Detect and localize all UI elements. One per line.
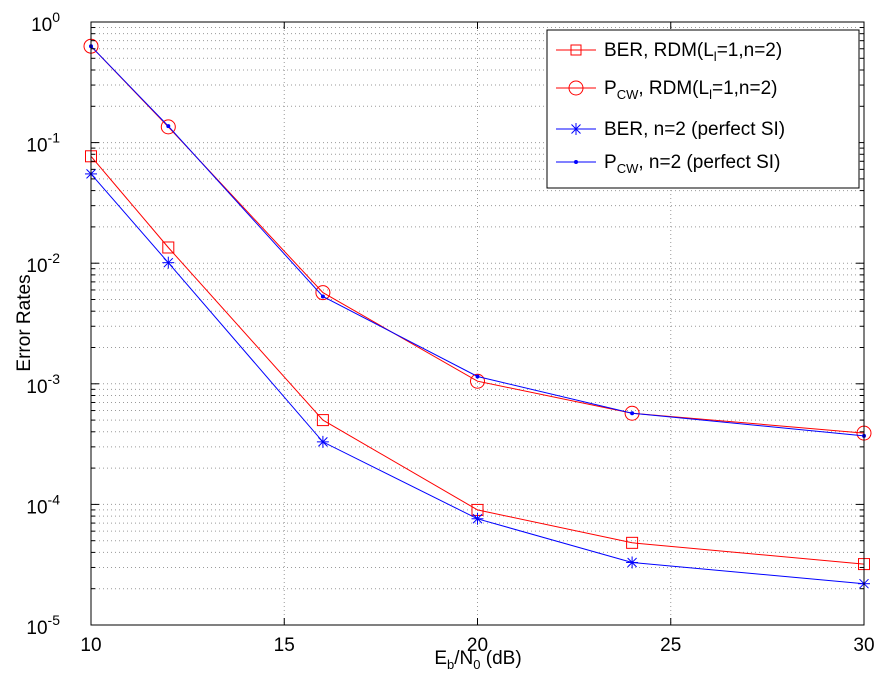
legend-box	[546, 29, 860, 189]
data-point-circle	[624, 405, 640, 421]
legend-entry-4: PCW, n=2 (perfect SI)	[556, 152, 780, 176]
legend-marker-1	[570, 44, 582, 56]
legend: BER, RDM(Ll=1,n=2) PCW, RDM(Ll=1,n=2) BE…	[546, 29, 860, 189]
x-axis-label: Eb/N0 (dB)	[434, 648, 521, 672]
legend-label-1: BER, RDM(Ll=1,n=2)	[604, 40, 782, 64]
y-tick-label: 10-2	[26, 250, 60, 277]
legend-entry-1: BER, RDM(Ll=1,n=2)	[556, 40, 782, 64]
legend-entry-2: PCW, RDM(Ll=1,n=2)	[556, 78, 777, 102]
x-tick-label: 30	[853, 635, 874, 656]
legend-label-4: PCW, n=2 (perfect SI)	[604, 152, 780, 176]
data-point-dot	[475, 374, 480, 379]
x-tick-label: 25	[660, 635, 681, 656]
y-tick-label: 10-5	[26, 612, 60, 639]
data-point-dot	[630, 411, 635, 416]
data-point-dot	[166, 124, 171, 129]
series-line	[90, 155, 865, 565]
y-tick-label: 10-4	[26, 491, 60, 518]
x-tick-label: 10	[80, 635, 101, 656]
legend-marker-2	[568, 80, 584, 96]
y-tick-label: 10-3	[26, 371, 60, 398]
legend-label-3: BER, n=2 (perfect SI)	[604, 119, 785, 140]
data-point-circle	[470, 373, 485, 389]
data-point-star	[162, 256, 175, 269]
y-tick-label: 10-1	[26, 130, 60, 157]
data-point-star	[316, 435, 329, 448]
data-point-square	[626, 536, 639, 549]
data-point-circle	[315, 285, 331, 301]
data-point-dot	[320, 294, 325, 299]
data-point-circle	[160, 119, 176, 135]
legend-marker-4	[574, 160, 578, 164]
legend-entry-3: BER, n=2 (perfect SI)	[556, 119, 785, 140]
data-point-star	[626, 556, 639, 569]
y-axis-label: Error Rates	[14, 274, 35, 371]
x-tick-label: 20	[467, 635, 488, 656]
data-point-square	[316, 414, 329, 427]
y-tick-label: 100	[31, 9, 60, 36]
data-point-star	[471, 512, 484, 525]
series-line	[90, 45, 865, 437]
legend-marker-3	[570, 123, 582, 135]
legend-label-2: PCW, RDM(Ll=1,n=2)	[604, 78, 777, 102]
axis-ticks: 10 15 20 25 30 100 10-1 10-2 10-3 10-4 10-5	[26, 9, 874, 656]
series-line	[90, 173, 865, 585]
data-point-square	[162, 241, 175, 254]
x-tick-label: 15	[274, 635, 295, 656]
